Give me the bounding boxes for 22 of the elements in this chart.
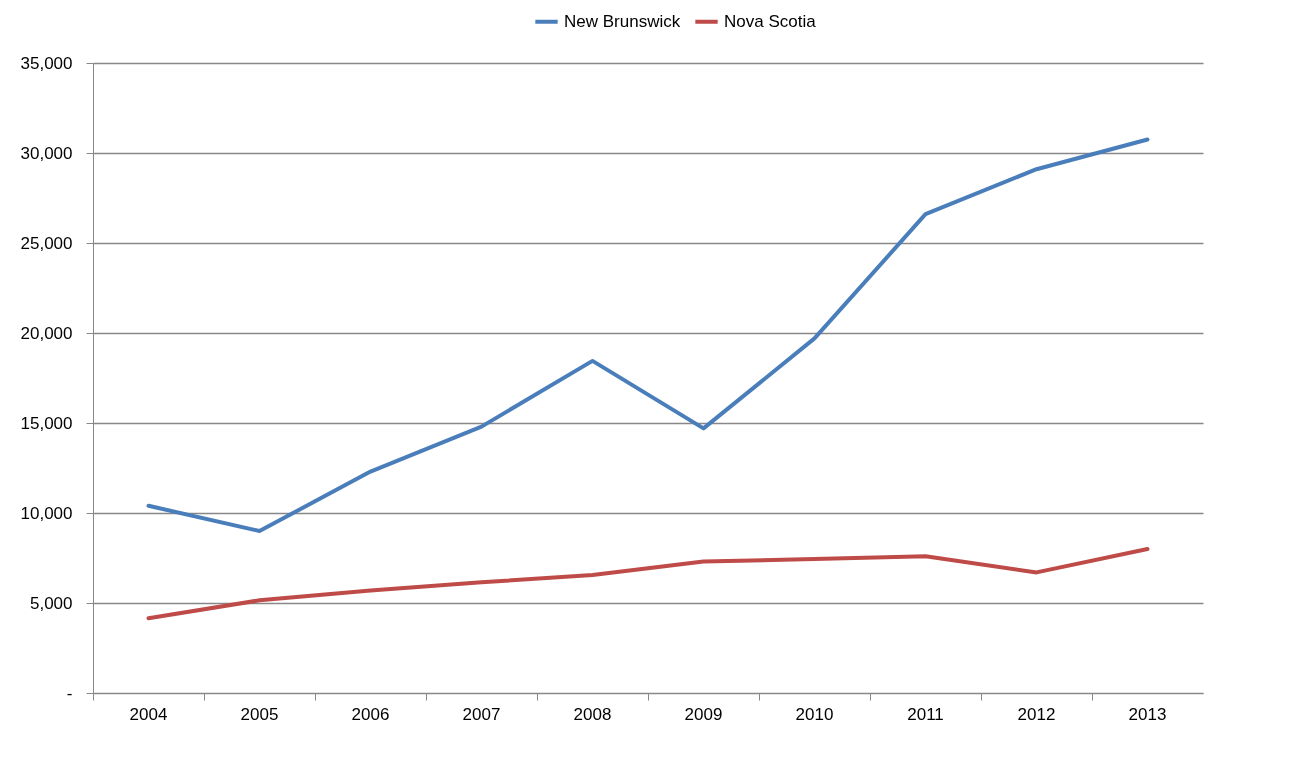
y-tick-label: 5,000 bbox=[29, 593, 73, 613]
x-tick-label: 2011 bbox=[907, 704, 944, 724]
x-tick-label: 2004 bbox=[129, 704, 168, 724]
x-tick-label: 2005 bbox=[240, 704, 279, 724]
y-tick-label: - bbox=[66, 683, 73, 703]
y-tick-label: 15,000 bbox=[20, 413, 73, 433]
line-series bbox=[146, 547, 1150, 621]
legend-label: Nova Scotia bbox=[724, 11, 817, 31]
y-tick-label: 20,000 bbox=[20, 323, 73, 343]
x-tick-label: 2006 bbox=[351, 704, 390, 724]
x-tick-label: 2012 bbox=[1017, 704, 1056, 724]
y-tick-label: 35,000 bbox=[20, 53, 73, 73]
line-series bbox=[146, 137, 1150, 533]
x-tick-label: 2008 bbox=[573, 704, 612, 724]
x-tick-label: 2013 bbox=[1128, 704, 1167, 724]
x-tick-label: 2007 bbox=[462, 704, 501, 724]
y-tick-label: 10,000 bbox=[20, 503, 73, 523]
legend-label: New Brunswick bbox=[564, 11, 681, 31]
y-tick-label: 30,000 bbox=[20, 143, 73, 163]
x-tick-label: 2010 bbox=[795, 704, 834, 724]
x-tick-label: 2009 bbox=[684, 704, 723, 724]
y-tick-label: 25,000 bbox=[20, 233, 73, 253]
